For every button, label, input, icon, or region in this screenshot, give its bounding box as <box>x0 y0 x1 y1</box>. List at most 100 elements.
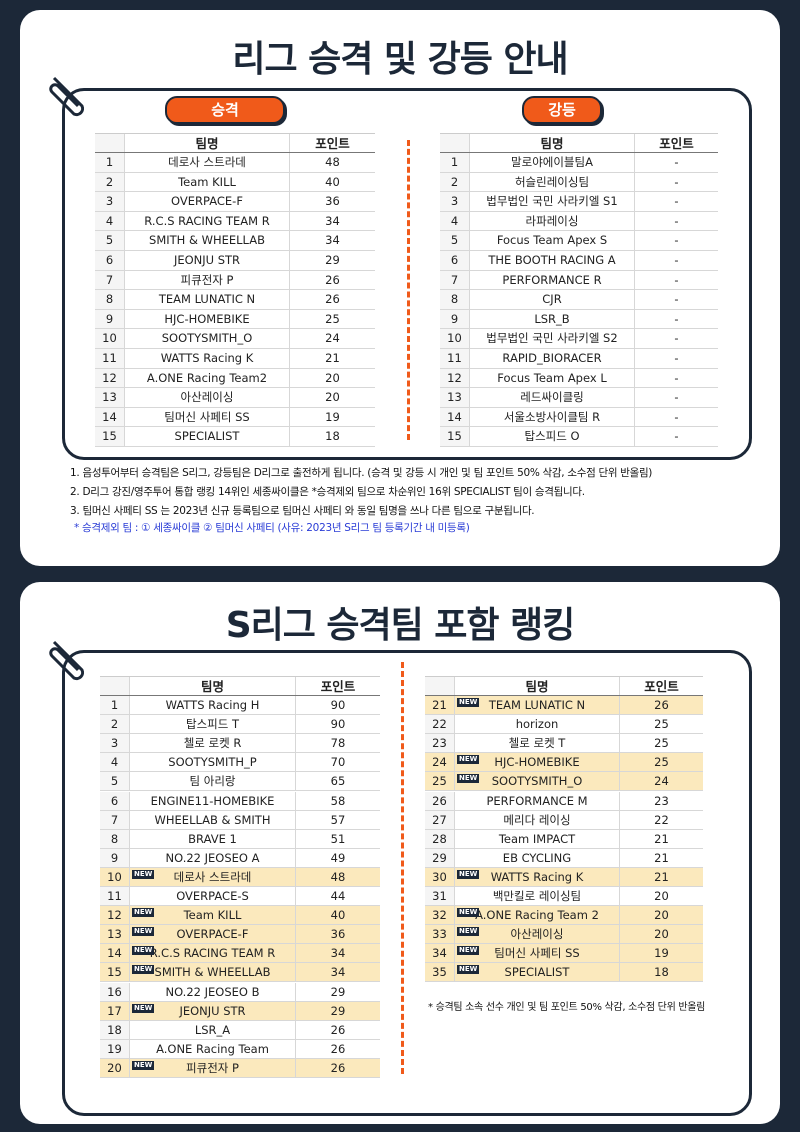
header-row: 팀명 포인트 <box>425 676 703 696</box>
table-row: 2 탑스피드 T 90 <box>100 715 380 735</box>
rank: 11 <box>440 349 470 368</box>
table-row: 13 레드싸이클링 - <box>440 388 718 408</box>
points: - <box>674 194 679 209</box>
paper-clip-icon <box>49 640 85 681</box>
table-row: 5 Focus Team Apex S - <box>440 231 718 251</box>
team-name: PERFORMANCE R <box>470 270 635 290</box>
team-name: 첼로 로켓 R <box>130 734 296 753</box>
table-row: 16 NO.22 JEOSEO B 29 <box>100 982 380 1002</box>
points: 24 <box>654 774 669 789</box>
table-row: 4 R.C.S RACING TEAM R 34 <box>95 211 375 232</box>
table-row: 20 피큐전자 P NEW 26 <box>100 1058 380 1078</box>
rank: 7 <box>440 270 470 290</box>
new-badge: NEW <box>132 1003 155 1013</box>
team-name: 아산레이싱 <box>125 388 290 407</box>
header-cell: 포인트 <box>644 679 679 694</box>
team-name: A.ONE Racing Team <box>130 1039 296 1058</box>
rank: 5 <box>440 231 470 250</box>
table-row: 13 OVERPACE-F NEW 36 <box>100 925 380 945</box>
points: - <box>674 331 679 346</box>
team-name: Team KILL NEW <box>130 906 296 925</box>
table-row: 10 데로사 스트라데 NEW 48 <box>100 867 380 887</box>
new-badge: NEW <box>457 774 480 784</box>
rank: 6 <box>440 251 470 270</box>
team-name: EB CYCLING <box>455 848 620 867</box>
rank: 6 <box>95 251 125 270</box>
team-name: WATTS Racing H <box>130 696 296 715</box>
table-row: 10 법무법인 국민 사라키엘 S2 - <box>440 329 718 349</box>
table-row: 3 법무법인 국민 사라키엘 S1 - <box>440 192 718 212</box>
rank: 1 <box>440 153 470 172</box>
rank: 9 <box>100 848 130 867</box>
rank: 11 <box>95 349 125 368</box>
points: 70 <box>330 755 346 770</box>
points: 26 <box>325 292 340 307</box>
table-row: 3 OVERPACE-F 36 <box>95 192 375 212</box>
points: 25 <box>654 717 669 732</box>
table-row: 31 백만킬로 레이싱팀 20 <box>425 887 703 907</box>
rank: 3 <box>95 192 125 211</box>
rank: 26 <box>425 791 455 810</box>
table-row: 26 PERFORMANCE M 23 <box>425 791 703 811</box>
rank: 30 <box>425 867 455 886</box>
header-cell <box>100 677 130 695</box>
new-badge: NEW <box>132 908 155 918</box>
frame <box>62 88 752 460</box>
team-name: A.ONE Racing Team2 <box>125 368 290 388</box>
points: 48 <box>330 869 346 884</box>
table-row: 19 A.ONE Racing Team 26 <box>100 1039 380 1059</box>
team-name: SOOTYSMITH_O NEW <box>455 772 620 791</box>
rank: 33 <box>425 925 455 944</box>
points: 58 <box>330 793 346 808</box>
rank: 35 <box>425 963 455 982</box>
points: 34 <box>325 213 340 228</box>
rank: 9 <box>440 309 470 329</box>
section-title: 리그 승격 및 강등 안내 <box>232 39 568 80</box>
table-row: 17 JEONJU STR NEW 29 <box>100 1001 380 1021</box>
points: 90 <box>330 698 346 712</box>
rank: 12 <box>440 368 470 388</box>
points: 29 <box>330 1003 346 1018</box>
rank: 13 <box>100 925 130 944</box>
rank: 22 <box>425 715 455 734</box>
frame <box>62 650 752 1116</box>
team-name: WHEELLAB & SMITH <box>130 810 296 829</box>
team-name: LSR_B <box>470 309 635 329</box>
points: 19 <box>325 409 340 424</box>
points: 44 <box>330 889 346 903</box>
points: 20 <box>654 927 669 942</box>
rank: 8 <box>95 290 125 309</box>
table-row: 30 WATTS Racing K NEW 21 <box>425 867 703 887</box>
table-row: 22 horizon 25 <box>425 715 703 735</box>
table-row: 12 A.ONE Racing Team2 20 <box>95 368 375 389</box>
header-cell: 팀명 <box>130 677 296 695</box>
team-name: 아산레이싱 NEW <box>455 925 620 944</box>
table-row: 14 서울소방사이클팀 R - <box>440 407 718 428</box>
team-name: HJC-HOMEBIKE <box>125 309 290 329</box>
header-cell: 포인트 <box>320 679 356 694</box>
team-name: JEONJU STR <box>125 251 290 270</box>
points: 23 <box>654 793 669 808</box>
points: - <box>674 253 679 267</box>
team-name: SPECIALIST <box>125 427 290 446</box>
rank: 5 <box>95 231 125 250</box>
table-row: 11 RAPID_BIORACER - <box>440 349 718 369</box>
table-row: 10 SOOTYSMITH_O 24 <box>95 329 375 349</box>
header-cell: 팀명 <box>455 677 620 695</box>
table-row: 6 ENGINE11-HOMEBIKE 58 <box>100 791 380 811</box>
divider <box>407 140 410 440</box>
points: - <box>674 213 679 228</box>
rank: 23 <box>425 734 455 753</box>
rank: 14 <box>95 407 125 427</box>
new-badge: NEW <box>457 869 480 879</box>
rank: 10 <box>440 329 470 348</box>
points: - <box>674 272 679 287</box>
team-name: THE BOOTH RACING A <box>470 251 635 270</box>
points: - <box>674 155 679 169</box>
points: 40 <box>330 908 346 923</box>
team-name: 라파레이싱 <box>470 211 635 231</box>
rank: 14 <box>100 944 130 963</box>
points: 20 <box>325 390 340 405</box>
new-badge: NEW <box>132 1060 155 1070</box>
